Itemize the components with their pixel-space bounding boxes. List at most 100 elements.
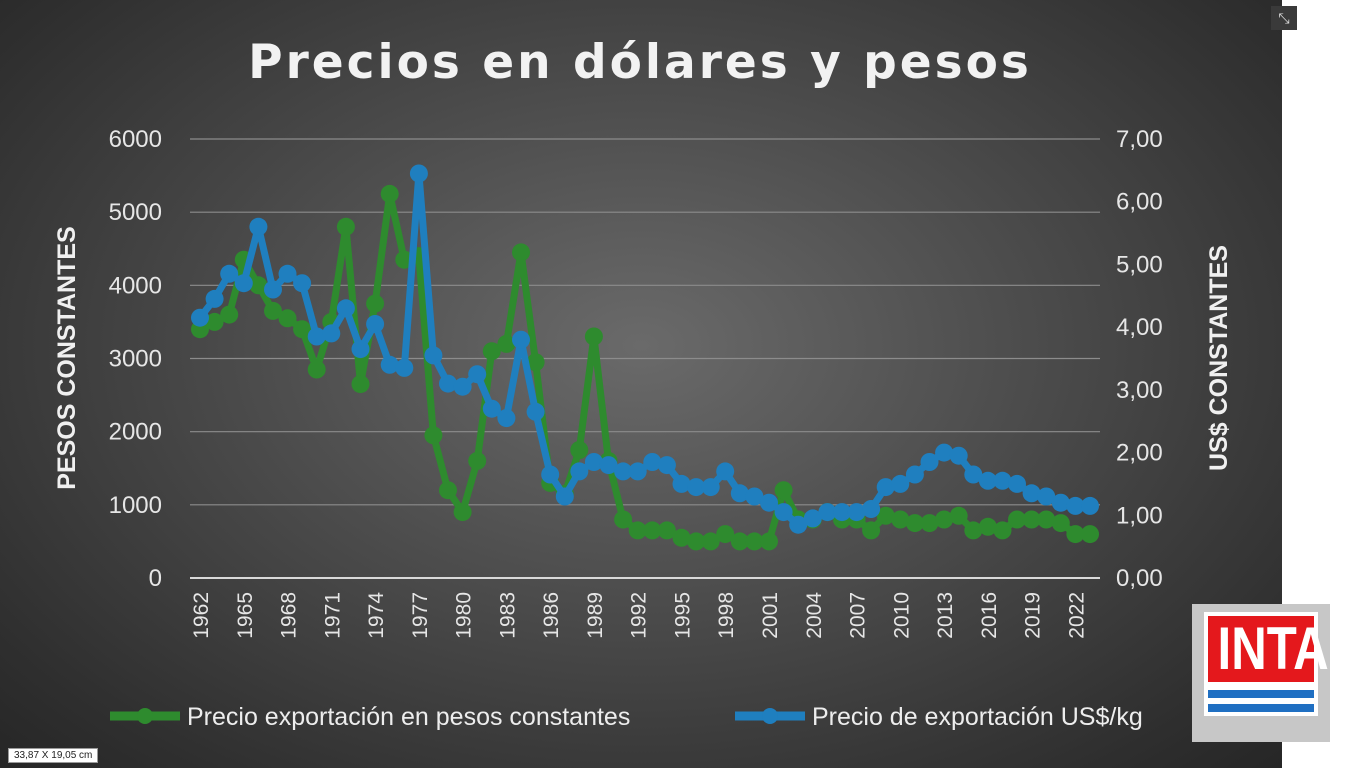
y-axis-right-tick-label: 2,00 <box>1116 440 1163 467</box>
series-usd-point <box>628 462 647 481</box>
series-usd-point <box>847 503 866 522</box>
series-pesos-point <box>643 521 662 540</box>
series-usd-point <box>672 474 691 493</box>
x-axis-tick-label: 2022 <box>1065 592 1088 639</box>
series-usd-point <box>336 299 355 318</box>
series-usd-point <box>424 346 443 365</box>
series-usd-point <box>395 358 414 377</box>
series-pesos-point <box>760 532 778 551</box>
series-usd-point <box>205 289 224 308</box>
series-usd-point <box>643 453 662 471</box>
series-usd-point <box>716 462 735 481</box>
series-pesos-point <box>614 510 633 529</box>
series-pesos-point <box>307 360 326 379</box>
series-usd-point <box>555 487 574 506</box>
series-usd-point <box>541 465 560 484</box>
series-pesos-point <box>657 521 676 540</box>
x-axis-tick-label: 1983 <box>496 592 519 639</box>
series-usd-point <box>964 465 983 484</box>
y-axis-right-ticks: 0,00 1,00 2,00 3,00 4,00 5,00 6,00 7,00 <box>1116 126 1163 592</box>
series-pesos-point <box>453 503 472 522</box>
y-axis-left-tick-label: 0 <box>149 565 162 592</box>
inta-logo-red-block: INTA <box>1208 616 1329 682</box>
series-pesos-point <box>993 521 1012 540</box>
series-pesos-point <box>512 243 530 262</box>
series-pesos-point <box>745 532 764 551</box>
series-pesos-point <box>920 514 939 533</box>
series-usd-point <box>439 374 457 393</box>
series-usd-point <box>760 493 778 512</box>
legend-marker-usd <box>762 708 778 724</box>
x-axis-tick-label: 2013 <box>934 592 957 639</box>
compress-arrows-icon[interactable]: ⤡ <box>1271 6 1297 30</box>
legend-item-pesos[interactable]: Precio exportación en pesos constantes <box>110 703 630 731</box>
series-pesos-line <box>198 190 1090 545</box>
x-axis-tick-label: 1968 <box>278 592 301 639</box>
series-usd-point <box>978 471 997 490</box>
series-pesos-point <box>1051 514 1070 533</box>
legend-marker-pesos <box>137 708 153 724</box>
series-pesos-point <box>935 510 954 529</box>
y-axis-left-tick-label: 2000 <box>109 419 162 446</box>
inta-logo-stripe <box>1208 690 1314 698</box>
series-usd-point <box>876 478 895 497</box>
y-axis-left-tick-label: 4000 <box>109 272 162 299</box>
series-pesos-point <box>716 525 735 544</box>
series-usd-point <box>687 478 706 497</box>
x-axis-tick-label: 2019 <box>1022 592 1045 639</box>
series-usd-point <box>701 478 720 497</box>
series-pesos-point <box>264 301 282 320</box>
x-axis-tick-label: 1971 <box>321 592 344 639</box>
series-usd-point <box>833 503 851 522</box>
series-pesos-point <box>730 532 749 551</box>
y-axis-left-tick-label: 6000 <box>109 126 162 153</box>
series-usd-point <box>818 503 837 522</box>
series-usd-point <box>993 471 1012 490</box>
series-usd-point <box>351 340 370 359</box>
legend-item-usd[interactable]: Precio de exportación US$/kg <box>735 703 1143 731</box>
series-pesos-point <box>220 305 239 324</box>
series-pesos-point <box>628 521 647 540</box>
series-usd-point <box>614 462 633 481</box>
series-usd-point <box>657 456 676 475</box>
series-pesos-point <box>351 375 370 394</box>
series-usd-point <box>935 443 954 462</box>
series-usd-point <box>920 453 939 471</box>
x-axis-tick-label: 1977 <box>409 592 432 639</box>
x-axis-tick-label: 1995 <box>671 592 694 639</box>
series-pesos-point <box>278 309 297 328</box>
inta-logo-inner: INTA <box>1204 612 1329 716</box>
series-usd-point <box>949 446 968 465</box>
series-pesos-point <box>978 517 997 536</box>
series-usd-point <box>278 264 297 283</box>
series-pesos-point <box>366 294 385 313</box>
series-pesos-point <box>336 217 355 236</box>
x-axis-tick-label: 2001 <box>759 592 782 639</box>
y-axis-right-tick-label: 0,00 <box>1116 565 1163 592</box>
series-pesos-point <box>774 481 793 500</box>
x-axis-ticks: 1962 1965 1968 1971 1974 1977 1980 1983 1986 1989… <box>190 592 1088 639</box>
x-axis-tick-label: 1965 <box>234 592 257 639</box>
y-axis-left-tick-label: 3000 <box>109 346 162 373</box>
series-usd-point <box>482 399 501 418</box>
series-usd-point <box>526 402 545 421</box>
dimension-label: 33,87 X 19,05 cm <box>8 748 99 763</box>
x-axis-tick-label: 1980 <box>453 592 476 639</box>
series-pesos-point <box>1008 510 1026 529</box>
y-axis-left-title: PESOS CONSTANTES <box>53 226 81 489</box>
x-axis-tick-label: 2016 <box>978 592 1001 639</box>
y-axis-right-tick-label: 5,00 <box>1116 251 1163 278</box>
legend-label-usd: Precio de exportación US$/kg <box>812 703 1143 731</box>
series-usd-point <box>803 509 822 528</box>
series-usd-point <box>570 462 589 481</box>
series-pesos-point <box>949 506 968 525</box>
y-axis-right-tick-label: 4,00 <box>1116 314 1163 341</box>
series-usd-point <box>234 274 253 293</box>
series-usd-point <box>1081 496 1099 515</box>
series-usd-point <box>512 330 530 349</box>
inta-logo-stripe <box>1208 704 1314 712</box>
series-usd-point <box>409 164 428 183</box>
series-pesos-point <box>862 521 881 540</box>
series-pesos-point <box>905 514 924 533</box>
series-usd-point <box>599 456 618 475</box>
